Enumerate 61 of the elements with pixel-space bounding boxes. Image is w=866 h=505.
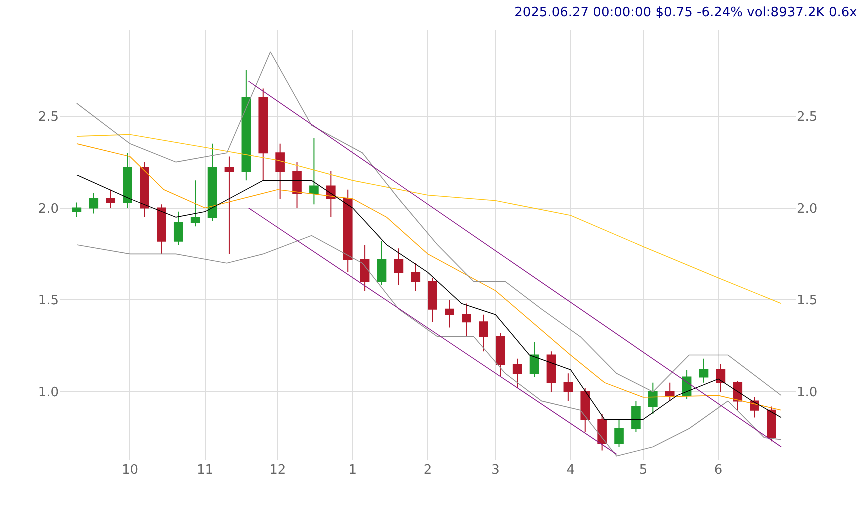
candlestick <box>598 414 607 452</box>
candlestick <box>157 204 166 255</box>
y2-tick-label: 1.5 <box>38 294 59 309</box>
candlestick <box>767 406 776 442</box>
candlestick <box>614 419 624 448</box>
candlestick <box>310 138 319 206</box>
x-tick-label: 2 <box>424 463 432 478</box>
candlestick <box>343 189 353 274</box>
candlestick <box>632 400 641 433</box>
candlestick <box>733 380 743 411</box>
candlestick <box>72 202 82 218</box>
x-tick-label: 1 <box>348 463 358 478</box>
candlestick <box>276 143 285 200</box>
candlestick <box>716 364 726 393</box>
x-tick-label: 4 <box>566 463 575 478</box>
candlestick <box>462 303 472 338</box>
x-tick-label: 3 <box>492 463 500 478</box>
candlestick <box>699 358 709 384</box>
candlestick <box>445 300 454 328</box>
y2-tick-label: 1.0 <box>38 386 59 401</box>
candlestick <box>360 244 370 292</box>
candlestick <box>580 388 590 433</box>
candlestick <box>106 189 116 209</box>
y-tick-label: 2.5 <box>797 110 818 125</box>
y-tick-label: 2.0 <box>797 202 818 217</box>
candlestick <box>564 373 574 402</box>
line-series <box>76 52 782 396</box>
candlestick <box>123 152 132 209</box>
x-tick-label: 12 <box>270 463 286 478</box>
candlestick <box>89 193 99 214</box>
chart-title: 2025.06.27 00:00:00 $0.75 -6.24% vol:8937.2K 0.6x <box>514 6 858 21</box>
candlestick <box>258 88 268 182</box>
candlestick <box>512 358 522 389</box>
x-tick-label: 11 <box>196 463 214 478</box>
candlestick <box>174 211 184 246</box>
candlestick <box>479 314 488 352</box>
candlestick <box>648 382 658 415</box>
candlestick <box>242 70 252 182</box>
candlestick <box>665 382 675 402</box>
candlestick <box>326 171 336 218</box>
candlestick <box>224 156 234 255</box>
x-tick-label: 5 <box>639 463 648 478</box>
candlestick <box>411 262 421 292</box>
candlestick <box>394 248 404 286</box>
y-tick-label: 1.0 <box>797 386 818 401</box>
x-tick-label: 6 <box>714 463 723 478</box>
candlestick <box>428 278 438 323</box>
candlestick <box>140 162 150 218</box>
candlestick <box>496 332 506 378</box>
y-tick-label: 1.5 <box>797 294 818 309</box>
line-series <box>76 134 782 304</box>
y2-tick-label: 2.0 <box>38 202 59 217</box>
candlestick <box>190 180 200 228</box>
line-series <box>76 235 782 457</box>
candlestick <box>208 143 218 222</box>
candlestick <box>530 342 540 378</box>
x-tick-label: 10 <box>122 463 138 478</box>
candlestick <box>546 351 556 393</box>
candlestick <box>292 162 302 209</box>
y2-tick-label: 2.5 <box>38 110 59 125</box>
candlestick <box>377 240 387 286</box>
